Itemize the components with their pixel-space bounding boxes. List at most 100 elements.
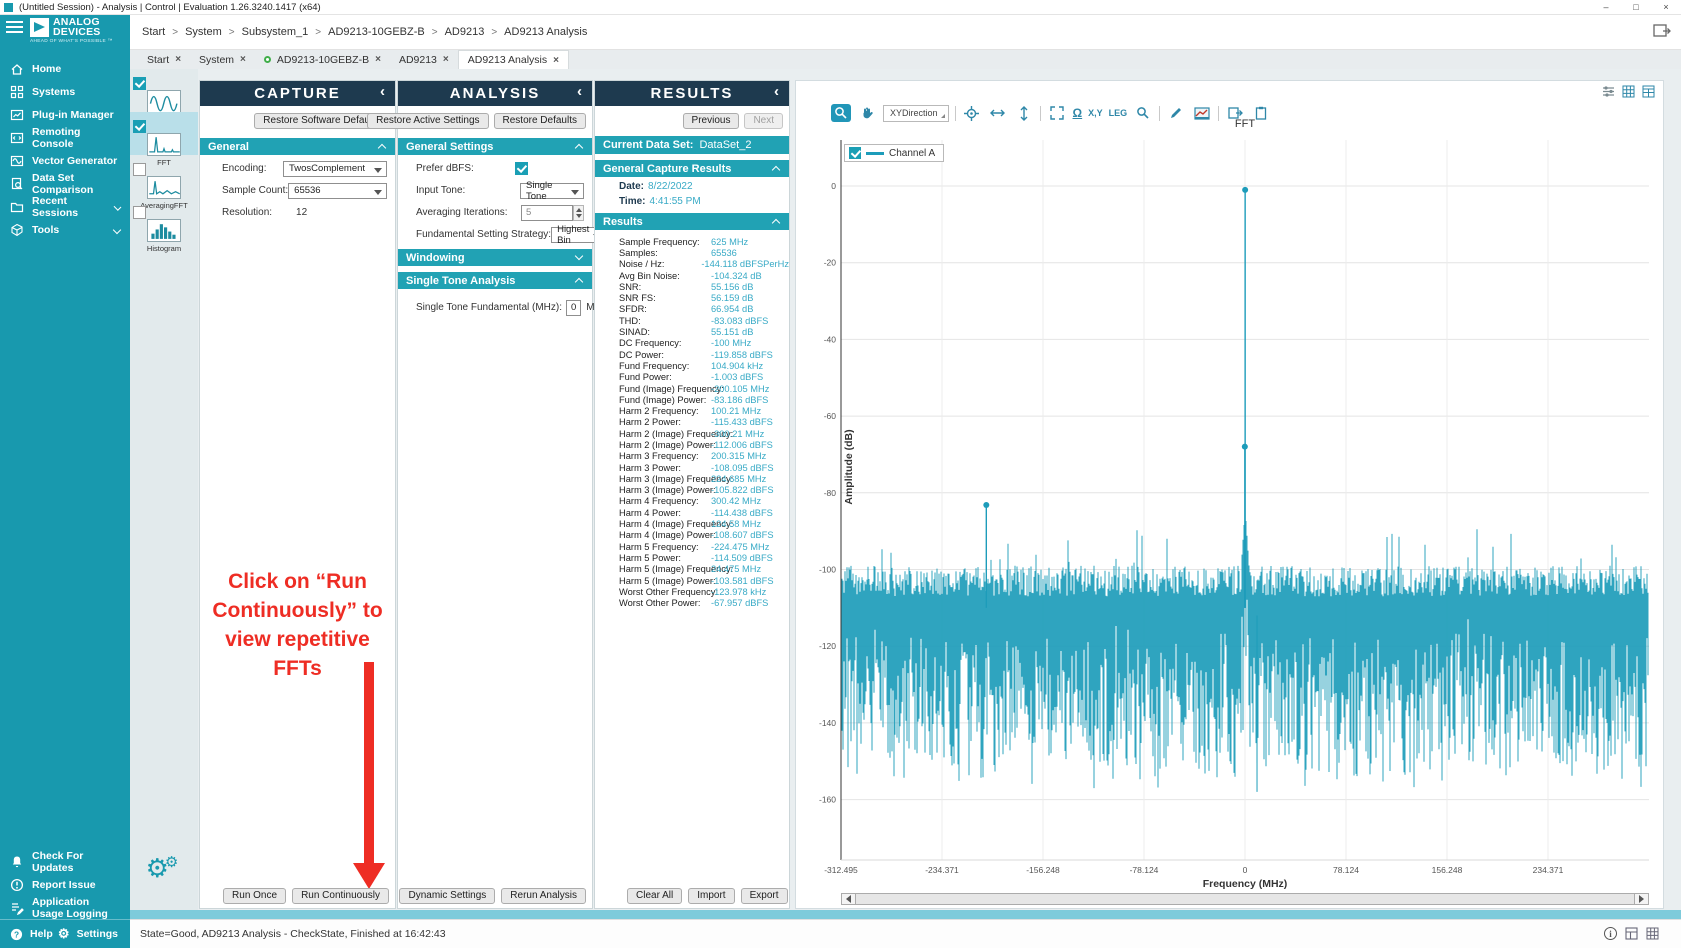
dynamic-settings-button[interactable]: Dynamic Settings: [399, 888, 496, 904]
restore-active-settings-button[interactable]: Restore Active Settings: [367, 113, 489, 129]
view-checkbox-waveform[interactable]: [133, 77, 146, 90]
center-view-icon[interactable]: [962, 104, 982, 122]
chart-options-icon[interactable]: [1602, 85, 1615, 98]
breadcrumb-item-start[interactable]: Start: [142, 26, 166, 38]
sidebar-item-help[interactable]: ? Help: [10, 928, 53, 941]
general-capture-results-section[interactable]: General Capture Results: [595, 160, 789, 177]
encoding-dropdown[interactable]: TwosComplement: [283, 160, 387, 177]
undo-zoom-icon[interactable]: Ω: [1072, 106, 1083, 120]
run-once-button[interactable]: Run Once: [223, 888, 287, 904]
open-session-icon[interactable]: [1653, 23, 1671, 39]
import-button[interactable]: Import: [688, 888, 735, 904]
tab-ad9213[interactable]: AD9213 ×: [390, 50, 458, 69]
grid-icon[interactable]: [1646, 927, 1659, 940]
tab-close-icon[interactable]: ×: [175, 54, 182, 65]
breadcrumb-item-ad9213-analysis[interactable]: AD9213 Analysis: [504, 26, 588, 38]
minimize-button[interactable]: –: [1603, 2, 1609, 12]
layout-grid-icon[interactable]: [1625, 927, 1638, 940]
view-item-fft[interactable]: FFT: [130, 112, 198, 167]
board-settings-gears-icon[interactable]: ⚙⚙: [145, 853, 179, 883]
export-button[interactable]: Export: [740, 888, 788, 904]
results-collapse-icon[interactable]: ‹: [774, 83, 781, 100]
run-continuously-button[interactable]: Run Continuously: [292, 888, 389, 904]
vertical-scale-icon[interactable]: [1014, 104, 1034, 122]
tab-ad9213-10gebz-b[interactable]: AD9213-10GEBZ-B ×: [255, 50, 390, 69]
zoom-select-icon[interactable]: [831, 104, 851, 122]
legend-toggle-icon[interactable]: LEG: [1108, 108, 1128, 118]
fit-view-icon[interactable]: [1047, 104, 1067, 122]
annotate-pencil-icon[interactable]: [1166, 104, 1186, 122]
copy-clipboard-icon[interactable]: [1251, 104, 1271, 122]
sidebar-item-home[interactable]: Home: [0, 57, 130, 80]
sidebar-item-application-usage-logging[interactable]: Application Usage Logging: [0, 896, 130, 920]
single-tone-analysis-section[interactable]: Single Tone Analysis: [398, 272, 592, 289]
save-chart-image-icon[interactable]: [1192, 104, 1212, 122]
sidebar-item-systems[interactable]: Systems: [0, 80, 130, 103]
sidebar-item-plug-in-manager[interactable]: Plug-in Manager: [0, 103, 130, 126]
sidebar-item-vector-generator[interactable]: Vector Generator: [0, 149, 130, 172]
tab-close-icon[interactable]: ×: [442, 54, 449, 65]
xy-values-icon[interactable]: X,Y: [1088, 108, 1103, 118]
close-button[interactable]: ×: [1663, 2, 1669, 12]
clear-all-button[interactable]: Clear All: [627, 888, 683, 904]
view-item-histogram[interactable]: Histogram: [130, 198, 198, 253]
view-checkbox-fft[interactable]: [133, 120, 146, 133]
table-view-icon[interactable]: [1642, 85, 1655, 98]
previous-button[interactable]: Previous: [682, 113, 740, 129]
scroll-right-arrow[interactable]: [1635, 894, 1648, 904]
grid-view-icon[interactable]: [1622, 85, 1635, 98]
tab-close-icon[interactable]: ×: [553, 54, 559, 66]
windowing-section[interactable]: Windowing: [398, 249, 592, 266]
sidebar-item-remoting-console[interactable]: Remoting Console: [0, 126, 130, 150]
view-item-waveform[interactable]: Waveform: [130, 69, 198, 124]
maximize-button[interactable]: □: [1633, 2, 1639, 12]
chart-horizontal-scrollbar[interactable]: [841, 893, 1649, 905]
breadcrumb-item-system[interactable]: System: [185, 26, 222, 38]
xy-direction-dropdown[interactable]: XYDirection: [883, 104, 949, 122]
prefer-dbfs-checkbox[interactable]: [515, 162, 528, 175]
tab-start[interactable]: Start ×: [138, 50, 190, 69]
averaging-iterations-input[interactable]: 5: [521, 204, 573, 221]
restore-defaults-button[interactable]: Restore Defaults: [493, 113, 586, 129]
search-zoom-icon[interactable]: [1133, 104, 1153, 122]
scrollbar-thumb[interactable]: [855, 894, 1635, 904]
sample-count-dropdown[interactable]: 65536: [288, 182, 387, 199]
sidebar-item-tools[interactable]: Tools: [0, 218, 130, 241]
capture-collapse-icon[interactable]: ‹: [380, 83, 387, 100]
averaging-iterations-spinner[interactable]: [573, 204, 584, 221]
analysis-general-section[interactable]: General Settings: [398, 138, 592, 155]
rerun-analysis-button[interactable]: Rerun Analysis: [501, 888, 586, 904]
sidebar-item-check-for-updates[interactable]: Check For Updates: [0, 850, 130, 874]
capture-general-section[interactable]: General: [200, 138, 395, 155]
restore-software-defaults-button[interactable]: Restore Software Defaults: [254, 113, 389, 129]
pan-hand-icon[interactable]: [857, 104, 877, 122]
sidebar-item-report-issue[interactable]: Report Issue: [0, 873, 130, 896]
fundamental-strategy-dropdown[interactable]: Highest Bin: [551, 224, 607, 246]
breadcrumb-item-ad9213[interactable]: AD9213: [444, 26, 485, 38]
sidebar-item-settings[interactable]: ⚙ Settings: [58, 926, 118, 942]
input-tone-dropdown[interactable]: Single Tone: [520, 180, 584, 202]
view-item-averagingfft[interactable]: AveragingFFT: [130, 155, 198, 210]
results-section[interactable]: Results: [595, 213, 789, 230]
info-icon[interactable]: i: [1604, 927, 1617, 940]
breadcrumb-item-subsystem-1[interactable]: Subsystem_1: [241, 26, 309, 38]
sidebar-item-data-set-comparison[interactable]: Data Set Comparison: [0, 172, 130, 196]
horizontal-scale-icon[interactable]: [988, 104, 1008, 122]
next-button[interactable]: Next: [744, 113, 783, 129]
analysis-collapse-icon[interactable]: ‹: [577, 83, 584, 100]
tab-system[interactable]: System ×: [190, 50, 255, 69]
tab-ad9213-analysis[interactable]: AD9213 Analysis ×: [457, 50, 569, 69]
single-tone-fundamental-input[interactable]: 0: [566, 299, 582, 316]
view-checkbox-averagingfft[interactable]: [133, 163, 146, 176]
breadcrumb-item-ad9213-10gebz-b[interactable]: AD9213-10GEBZ-B: [328, 26, 425, 38]
tab-close-icon[interactable]: ×: [375, 54, 381, 65]
channel-a-checkbox[interactable]: [849, 147, 861, 159]
export-data-icon[interactable]: [1225, 104, 1245, 122]
scroll-left-arrow[interactable]: [842, 894, 855, 904]
menu-icon[interactable]: [0, 15, 30, 50]
tab-close-icon[interactable]: ×: [240, 54, 246, 65]
sidebar-item-recent-sessions[interactable]: Recent Sessions: [0, 195, 130, 219]
capture-date-row: Date: 8/22/2022: [619, 181, 693, 192]
fft-plot[interactable]: 0 -20 -40 -60 -80 -100 -120 -140 -160 -312.495 -23…: [796, 81, 1665, 889]
view-checkbox-histogram[interactable]: [133, 206, 146, 219]
